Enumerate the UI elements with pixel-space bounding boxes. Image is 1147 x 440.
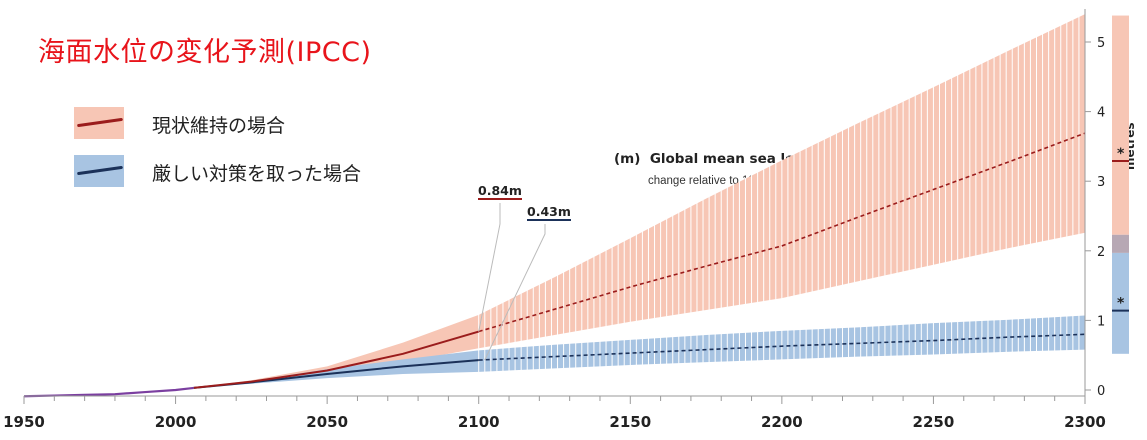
range-bar-high xyxy=(1112,15,1129,235)
annotation-title-text: Global mean sea level xyxy=(649,151,817,167)
range-marker-low: * xyxy=(1117,296,1125,312)
uncertainty-band-low xyxy=(193,315,1085,388)
range-bar-low xyxy=(1112,252,1129,354)
legend-swatch-low xyxy=(74,155,124,187)
x-tick-label: 2000 xyxy=(155,413,197,431)
x-tick-label: 2050 xyxy=(306,413,348,431)
chart-title: 海面水位の変化予測(IPCC) xyxy=(38,37,372,68)
projection-label-high: 0.84m xyxy=(478,183,522,200)
y-tick-label: 0 xyxy=(1097,384,1105,399)
series-line-high-solid xyxy=(193,330,479,389)
y-tick-label: 4 xyxy=(1097,106,1105,121)
legend-label-low: 厳しい対策を取った場合 xyxy=(152,163,362,185)
legend-swatch-high xyxy=(74,107,124,139)
legend-label-high: 現状維持の場合 xyxy=(152,115,286,137)
uncertainty-band-high xyxy=(193,14,1085,388)
x-tick-label: 2300 xyxy=(1064,413,1106,431)
x-tick-label: 1950 xyxy=(3,413,45,431)
y-tick-label: 1 xyxy=(1097,314,1105,329)
leader-line-low xyxy=(484,224,546,361)
projection-label-low: 0.43m xyxy=(527,204,571,221)
series-line-low-dashed xyxy=(478,333,1086,361)
x-tick-label: 2150 xyxy=(609,413,651,431)
annotation-title: (m) Global mean sea level xyxy=(614,151,817,167)
x-tick-label: 2100 xyxy=(458,413,500,431)
leader-line-high xyxy=(478,203,501,332)
annotation-prefix: (m) xyxy=(614,151,641,167)
y-tick-label: 5 xyxy=(1097,36,1105,51)
range-marker-high: * xyxy=(1117,146,1125,162)
range-bar-overlap xyxy=(1112,234,1129,253)
series-line-historical xyxy=(23,386,194,398)
y-tick-label: 2 xyxy=(1097,245,1105,260)
y-tick-label: 3 xyxy=(1097,175,1105,190)
x-tick-label: 2250 xyxy=(913,413,955,431)
series-line-high-dashed xyxy=(478,132,1086,333)
x-tick-label: 2200 xyxy=(761,413,803,431)
